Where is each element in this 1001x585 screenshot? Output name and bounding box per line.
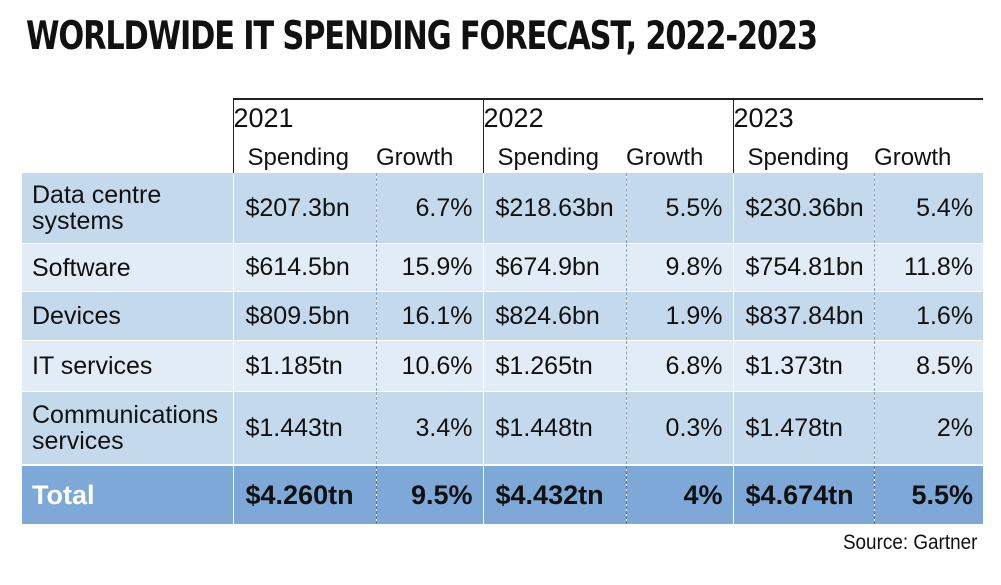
row-label: Devices <box>22 291 233 341</box>
source-note: Source: Gartner <box>842 531 977 554</box>
table-row-total: Total $4.260tn 9.5% $4.432tn 4% $4.674tn… <box>22 464 984 524</box>
cell-spending-2023: $754.81bn <box>732 243 875 292</box>
row-label: IT services <box>22 340 233 392</box>
cell-spending-2023: $230.36bn <box>732 172 875 244</box>
chart-title: WORLDWIDE IT SPENDING FORECAST, 2022-202… <box>26 14 818 59</box>
table-row-it-services: IT services $1.185tn 10.6% $1.265tn 6.8%… <box>22 340 984 392</box>
cell-spending-2022: $824.6bn <box>482 291 627 341</box>
total-spending-2021: $4.260tn <box>232 464 376 524</box>
year-header-2023: 2023 <box>732 98 984 134</box>
table-row-communications: Communications services $1.443tn 3.4% $1… <box>22 391 984 465</box>
cell-spending-2021: $1.185tn <box>232 340 376 392</box>
cell-spending-2022: $1.265tn <box>482 340 627 392</box>
cell-growth-2021: 16.1% <box>375 291 484 341</box>
total-growth-2021: 9.5% <box>375 464 484 524</box>
cell-growth-2023: 2% <box>873 391 984 465</box>
cell-growth-2022: 1.9% <box>625 291 734 341</box>
subheader-growth-2022: Growth <box>626 134 734 173</box>
subheader-spending-2021: Spending <box>232 134 376 173</box>
cell-spending-2021: $809.5bn <box>232 291 376 341</box>
total-spending-2023: $4.674tn <box>732 464 875 524</box>
year-header-row: 2021 2022 2023 <box>22 98 984 134</box>
cell-spending-2023: $837.84bn <box>732 291 875 341</box>
cell-growth-2021: 15.9% <box>375 243 484 292</box>
spending-table: 2021 2022 2023 Spending Growth Spending … <box>22 98 984 524</box>
cell-growth-2021: 6.7% <box>375 172 484 244</box>
cell-growth-2022: 5.5% <box>625 172 734 244</box>
row-label: Software <box>22 243 233 292</box>
cell-growth-2022: 0.3% <box>625 391 734 465</box>
subheader-growth-2023: Growth <box>874 134 984 173</box>
cell-spending-2022: $674.9bn <box>482 243 627 292</box>
cell-growth-2022: 6.8% <box>625 340 734 392</box>
year-header-2022: 2022 <box>482 98 734 134</box>
table-row-devices: Devices $809.5bn 16.1% $824.6bn 1.9% $83… <box>22 291 984 341</box>
table-row-data-centre: Data centre systems $207.3bn 6.7% $218.6… <box>22 172 984 244</box>
cell-growth-2022: 9.8% <box>625 243 734 292</box>
table-row-software: Software $614.5bn 15.9% $674.9bn 9.8% $7… <box>22 243 984 292</box>
subheader-spending-2023: Spending <box>732 134 875 173</box>
row-label: Data centre systems <box>22 172 233 244</box>
cell-spending-2023: $1.373tn <box>732 340 875 392</box>
cell-spending-2021: $614.5bn <box>232 243 376 292</box>
total-growth-2022: 4% <box>625 464 734 524</box>
cell-growth-2023: 1.6% <box>873 291 984 341</box>
total-label: Total <box>22 464 233 524</box>
total-growth-2023: 5.5% <box>873 464 984 524</box>
row-label: Communications services <box>22 391 233 465</box>
cell-spending-2022: $218.63bn <box>482 172 627 244</box>
cell-spending-2022: $1.448tn <box>482 391 627 465</box>
header-blank <box>22 99 233 134</box>
cell-spending-2023: $1.478tn <box>732 391 875 465</box>
cell-spending-2021: $1.443tn <box>232 391 376 465</box>
year-header-2021: 2021 <box>232 98 484 134</box>
total-spending-2022: $4.432tn <box>482 464 627 524</box>
cell-growth-2021: 10.6% <box>375 340 484 392</box>
subheader-spending-2022: Spending <box>482 134 627 173</box>
subheader-row: Spending Growth Spending Growth Spending… <box>22 134 984 173</box>
subheader-growth-2021: Growth <box>376 134 484 173</box>
cell-growth-2023: 8.5% <box>873 340 984 392</box>
cell-growth-2023: 11.8% <box>873 243 984 292</box>
cell-growth-2023: 5.4% <box>873 172 984 244</box>
cell-spending-2021: $207.3bn <box>232 172 376 244</box>
cell-growth-2021: 3.4% <box>375 391 484 465</box>
subheader-blank <box>22 134 233 173</box>
